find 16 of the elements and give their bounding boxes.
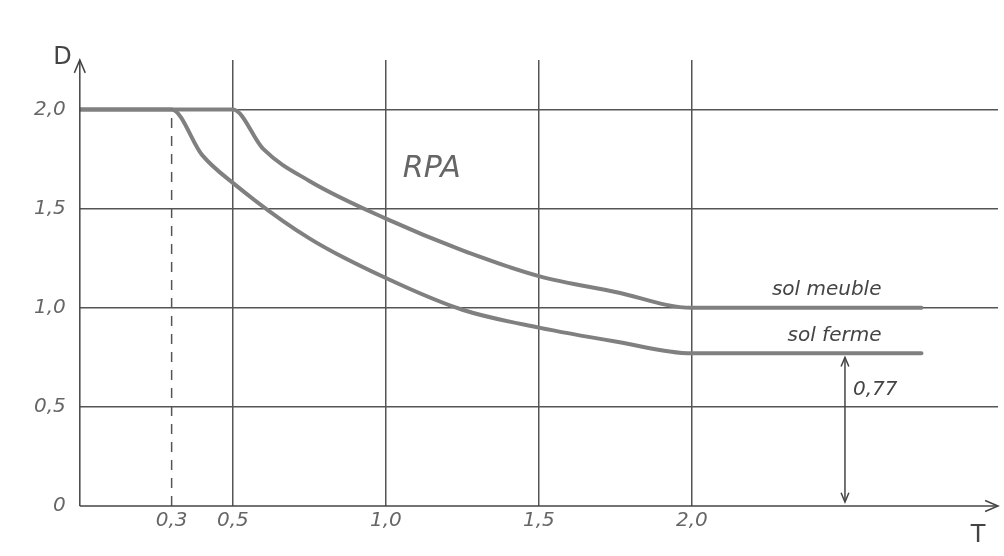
- x-tick-label: 0,5: [216, 507, 249, 532]
- annotation: 0,77: [852, 375, 898, 400]
- text: RPA: [402, 148, 461, 184]
- x-tick-label: 1,5: [523, 507, 555, 532]
- y-tick-label: 2,0: [33, 95, 66, 120]
- series-label: sol meuble: [771, 275, 882, 300]
- x-axis-title: T: [969, 520, 986, 549]
- y-tick-label: 1,0: [33, 293, 66, 318]
- y-axis-title: D: [53, 42, 72, 71]
- y-tick-label: 1,5: [33, 194, 66, 219]
- x-tick-label: 2,0: [676, 507, 708, 532]
- y-tick-label: 0,5: [33, 393, 66, 418]
- x-tick-label: 0,3: [155, 507, 188, 532]
- x-tick-label: 1,0: [369, 507, 402, 532]
- y-tick-label: 0: [53, 492, 66, 517]
- series-label: sol ferme: [787, 321, 882, 346]
